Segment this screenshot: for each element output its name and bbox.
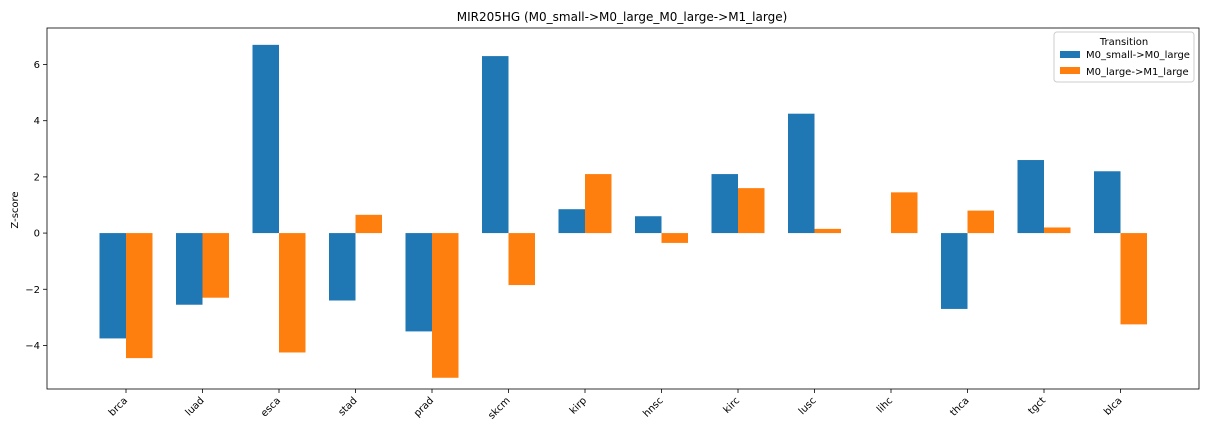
y-tick-label: −4: [25, 341, 40, 352]
bar-kirp-series-1: [558, 209, 585, 234]
legend-title: Transition: [1099, 37, 1148, 48]
bar-thca-series-1: [941, 233, 968, 309]
bar-luad-series-2: [202, 233, 229, 298]
y-tick-label: −2: [25, 285, 40, 296]
bar-thca-series-2: [967, 210, 994, 234]
x-tick-label: blca: [1102, 395, 1124, 417]
y-tick-label: 0: [34, 229, 40, 240]
bar-lihc-series-2: [891, 192, 918, 234]
x-tick-label: skcm: [486, 395, 512, 421]
bar-kirc-series-1: [711, 174, 738, 234]
legend-swatch-series-1: [1060, 51, 1080, 58]
x-tick-label: kirp: [568, 395, 589, 416]
y-axis-label: Z-score: [10, 191, 21, 228]
bar-hnsc-series-1: [635, 216, 662, 234]
bar-lusc-series-2: [814, 228, 841, 234]
x-tick-label: luad: [184, 395, 207, 418]
y-tick-label: 2: [34, 172, 40, 183]
bar-kirc-series-2: [738, 188, 765, 234]
chart-title: MIR205HG (M0_small->M0_large_M0_large->M…: [457, 10, 788, 24]
x-tick-label: hnsc: [641, 395, 665, 419]
plot-frame: [46, 27, 1200, 390]
legend-swatch-series-2: [1060, 67, 1080, 74]
y-tick-label: 6: [34, 60, 40, 71]
x-tick-label: stad: [337, 395, 360, 418]
legend-label-series-2: M0_large->M1_large: [1086, 67, 1189, 78]
x-tick-label: lusc: [797, 395, 819, 417]
bar-blca-series-2: [1120, 233, 1147, 325]
bar-tgct-series-1: [1017, 160, 1044, 234]
legend-box: [1053, 31, 1195, 83]
bar-skcm-series-1: [482, 56, 509, 234]
x-tick-label: kirc: [722, 395, 742, 415]
legend: Transition M0_small->M0_large M0_large->…: [1053, 31, 1195, 83]
legend-label-series-1: M0_small->M0_large: [1086, 50, 1190, 61]
bar-brca-series-2: [126, 233, 153, 359]
bar-prad-series-1: [405, 233, 432, 332]
bar-lusc-series-1: [788, 113, 815, 234]
y-tick-label: 4: [34, 116, 40, 127]
bar-kirp-series-2: [585, 174, 612, 234]
x-tick-label: lihc: [875, 395, 895, 415]
bar-stad-series-2: [355, 214, 382, 234]
bar-stad-series-1: [329, 233, 356, 301]
x-tick-label: brca: [107, 395, 130, 418]
bar-hnsc-series-2: [661, 233, 688, 243]
x-tick-label: thca: [948, 395, 971, 418]
x-tick-label: esca: [259, 395, 283, 419]
bar-tgct-series-2: [1044, 227, 1071, 234]
plot-area: −4 −2 0 2 4 6 brca luad esca stad prad skcm kirp hnsc…: [25, 44, 1147, 422]
bar-blca-series-1: [1094, 171, 1121, 234]
bar-esca-series-1: [252, 44, 279, 234]
bar-prad-series-2: [432, 233, 459, 378]
bar-esca-series-2: [279, 233, 306, 353]
bar-brca-series-1: [99, 233, 126, 339]
bar-skcm-series-2: [508, 233, 535, 286]
bar-luad-series-1: [176, 233, 203, 305]
x-tick-label: prad: [412, 395, 436, 419]
x-tick-label: tgct: [1026, 395, 1048, 417]
